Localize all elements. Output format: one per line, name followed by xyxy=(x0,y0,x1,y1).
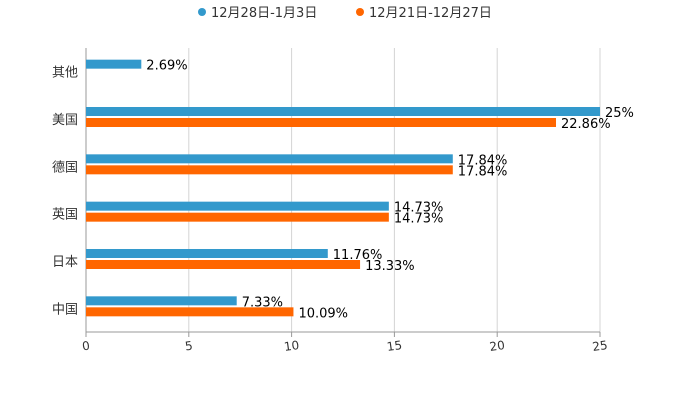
value-label-0-4: 11.76% xyxy=(333,248,383,263)
bar-1-5[interactable] xyxy=(86,307,294,317)
value-label-1-4: 13.33% xyxy=(365,259,415,274)
bar-1-3[interactable] xyxy=(86,212,389,222)
category-label-3: 英国 xyxy=(52,208,78,223)
legend-marker-1[interactable] xyxy=(356,8,364,16)
legend-marker-0[interactable] xyxy=(198,8,206,16)
x-tick-label-0: 0 xyxy=(81,339,91,354)
bar-1-4[interactable] xyxy=(86,260,361,269)
value-label-0-2: 17.84% xyxy=(458,153,508,168)
value-label-1-5: 10.09% xyxy=(298,306,348,321)
gridlines xyxy=(85,48,601,332)
category-label-1: 美国 xyxy=(52,113,78,128)
bar-0-1[interactable] xyxy=(86,107,600,116)
legend-label-1[interactable]: 12月21日-12月27日 xyxy=(369,6,492,21)
x-tick-label-2: 10 xyxy=(283,338,300,354)
bar-0-2[interactable] xyxy=(86,154,453,164)
bar-0-0[interactable] xyxy=(86,59,142,69)
value-label-0-1: 25% xyxy=(605,106,634,121)
category-label-5: 中国 xyxy=(52,302,78,317)
x-tick-label-1: 5 xyxy=(184,339,194,354)
value-label-0-5: 7.33% xyxy=(242,295,283,310)
bar-0-5[interactable] xyxy=(86,296,237,306)
category-label-2: 德国 xyxy=(52,160,78,175)
bar-0-3[interactable] xyxy=(86,201,389,211)
x-tick-label-5: 25 xyxy=(591,338,608,354)
value-label-1-3: 14.73% xyxy=(394,212,444,227)
value-label-1-2: 17.84% xyxy=(458,164,508,179)
x-tick-label-4: 20 xyxy=(489,338,506,354)
legend: 12月28日-1月3日 12月21日-12月27日 xyxy=(198,6,492,21)
value-labels: 2.69% 25%22.86% 17.84%17.84% 14.73%14.73% 11… xyxy=(146,59,634,322)
category-label-0: 其他 xyxy=(52,66,78,81)
x-tick-label-3: 15 xyxy=(386,338,403,354)
bar-1-2[interactable] xyxy=(86,165,453,175)
value-label-0-0: 2.69% xyxy=(146,59,187,74)
legend-label-0[interactable]: 12月28日-1月3日 xyxy=(211,6,317,21)
bar-0-4[interactable] xyxy=(86,249,328,258)
category-label-4: 日本 xyxy=(52,255,78,270)
bars xyxy=(86,59,600,317)
value-label-0-3: 14.73% xyxy=(394,201,444,216)
value-label-1-1: 22.86% xyxy=(561,117,611,132)
bar-1-1[interactable] xyxy=(86,118,557,127)
